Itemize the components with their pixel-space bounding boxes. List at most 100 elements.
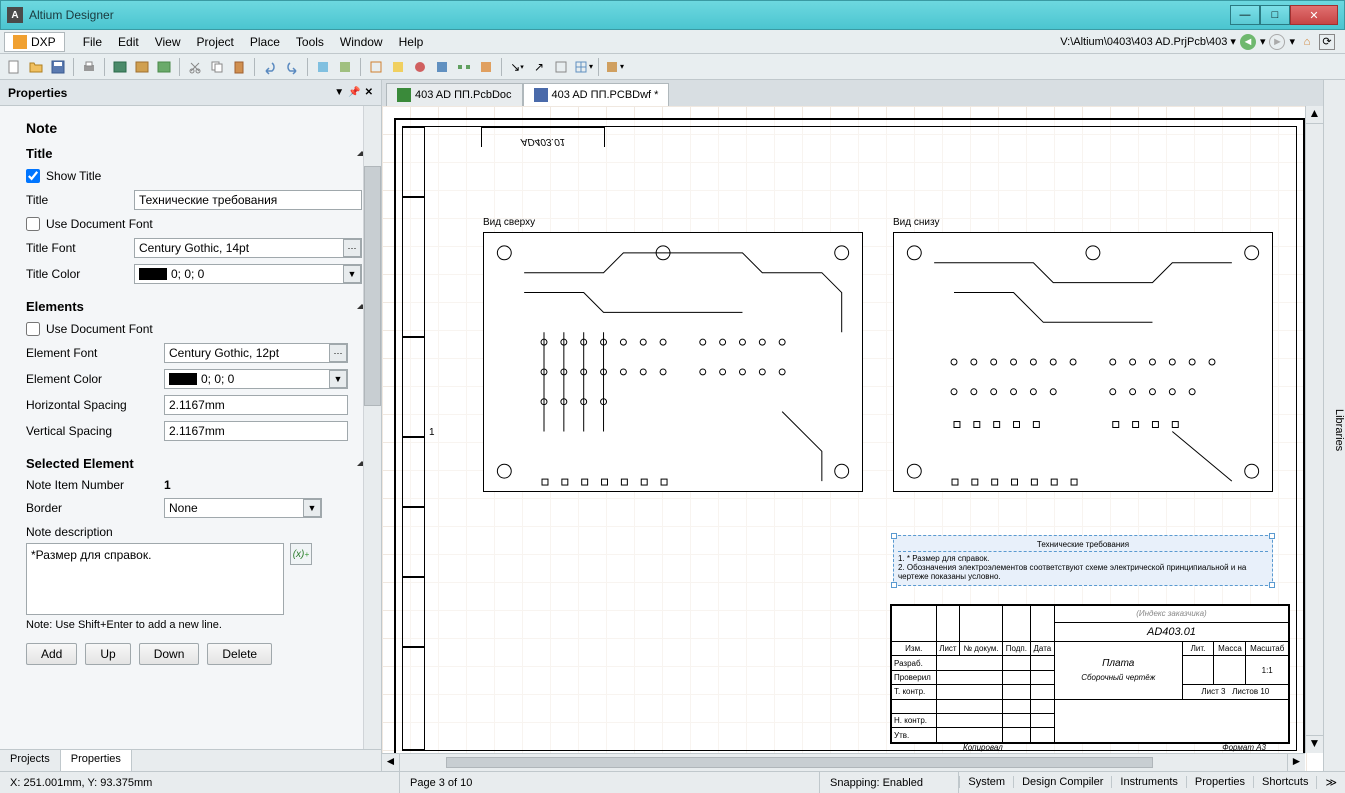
menu-view[interactable]: View bbox=[147, 31, 189, 53]
border-btn[interactable]: ▼ bbox=[303, 499, 321, 517]
hint-text: Note: Use Shift+Enter to add a new line. bbox=[26, 615, 367, 635]
cut-icon[interactable] bbox=[185, 57, 205, 77]
project-path[interactable]: V:\Altium\0403\403 AD.PrjPcb\403 ▾ bbox=[1060, 35, 1236, 48]
book2-icon[interactable] bbox=[132, 57, 152, 77]
element-color-btn[interactable]: ▼ bbox=[329, 370, 347, 388]
drawing-canvas[interactable]: AD403.01 1 Вид сверху bbox=[382, 106, 1323, 771]
nav-dropdown2[interactable]: ▾ bbox=[1289, 35, 1295, 48]
status-shortcuts[interactable]: Shortcuts bbox=[1253, 776, 1316, 788]
book3-icon[interactable] bbox=[154, 57, 174, 77]
vspacing-input[interactable] bbox=[164, 421, 348, 441]
group-title[interactable]: Title bbox=[26, 142, 367, 165]
fx-button[interactable]: (x)+ bbox=[290, 543, 312, 565]
horizontal-scrollbar[interactable]: ◄ ► bbox=[382, 753, 1305, 771]
menu-window[interactable]: Window bbox=[332, 31, 391, 53]
title-color-swatch bbox=[139, 268, 167, 280]
group-elements[interactable]: Elements bbox=[26, 295, 367, 318]
title-color-btn[interactable]: ▼ bbox=[343, 265, 361, 283]
undo-icon[interactable] bbox=[260, 57, 280, 77]
view-bottom-label: Вид снизу bbox=[893, 217, 939, 228]
title-font-btn[interactable]: ⋯ bbox=[343, 239, 361, 257]
refresh-icon[interactable]: ⟳ bbox=[1319, 34, 1335, 50]
close-button[interactable]: ✕ bbox=[1290, 5, 1338, 25]
nav-forward-icon[interactable]: ► bbox=[1269, 34, 1285, 50]
hspacing-label: Horizontal Spacing bbox=[26, 398, 156, 412]
menu-place[interactable]: Place bbox=[242, 31, 288, 53]
tool-g-icon[interactable] bbox=[454, 57, 474, 77]
vertical-scrollbar[interactable]: ▲ ▼ bbox=[1305, 106, 1323, 753]
nav-dropdown[interactable]: ▾ bbox=[1260, 35, 1266, 48]
border-value: None bbox=[169, 501, 198, 515]
hspacing-input[interactable] bbox=[164, 395, 348, 415]
tool-h-icon[interactable] bbox=[476, 57, 496, 77]
tb-index: (Индекс заказчика) bbox=[1054, 606, 1288, 623]
down-button[interactable]: Down bbox=[139, 643, 200, 665]
section-note: Note bbox=[26, 114, 367, 142]
show-title-checkbox[interactable] bbox=[26, 169, 40, 183]
panel-close-icon[interactable]: ✕ bbox=[365, 87, 373, 98]
menu-tools[interactable]: Tools bbox=[288, 31, 332, 53]
title-font-label: Title Font bbox=[26, 241, 126, 255]
panel-dropdown-icon[interactable]: ▼ bbox=[334, 87, 344, 98]
use-doc-font-checkbox[interactable] bbox=[26, 217, 40, 231]
doc-tab-pcbdoc[interactable]: 403 AD ПП.PcbDoc bbox=[386, 83, 523, 106]
tool-f-icon[interactable] bbox=[432, 57, 452, 77]
statusbar: X: 251.001mm, Y: 93.375mm Page 3 of 10 S… bbox=[0, 771, 1345, 793]
doc-tab-pcbdwf[interactable]: 403 AD ПП.PCBDwf * bbox=[523, 83, 670, 106]
tool-i-icon[interactable]: ↘▾ bbox=[507, 57, 527, 77]
book1-icon[interactable] bbox=[110, 57, 130, 77]
redo-icon[interactable] bbox=[282, 57, 302, 77]
status-system[interactable]: System bbox=[959, 776, 1013, 788]
tool-j-icon[interactable]: ↗ bbox=[529, 57, 549, 77]
tool-b-icon[interactable] bbox=[335, 57, 355, 77]
titleblock: (Индекс заказчика) AD403.01 Изм.Лист№ до… bbox=[890, 604, 1290, 744]
notes-selection[interactable]: Технические требования 1. * Размер для с… bbox=[893, 535, 1273, 586]
minimize-button[interactable]: — bbox=[1230, 5, 1260, 25]
copy-icon[interactable] bbox=[207, 57, 227, 77]
open-icon[interactable] bbox=[26, 57, 46, 77]
status-properties[interactable]: Properties bbox=[1186, 776, 1253, 788]
nav-back-icon[interactable]: ◄ bbox=[1240, 34, 1256, 50]
add-button[interactable]: Add bbox=[26, 643, 77, 665]
print-icon[interactable] bbox=[79, 57, 99, 77]
element-font-btn[interactable]: ⋯ bbox=[329, 344, 347, 362]
elem-use-doc-font-checkbox[interactable] bbox=[26, 322, 40, 336]
border-label: Border bbox=[26, 501, 156, 515]
document-tabs: 403 AD ПП.PcbDoc 403 AD ПП.PCBDwf * bbox=[382, 80, 1323, 106]
notes-title: Технические требования bbox=[898, 540, 1268, 551]
delete-button[interactable]: Delete bbox=[207, 643, 272, 665]
tool-d-icon[interactable] bbox=[388, 57, 408, 77]
home-icon[interactable]: ⌂ bbox=[1299, 34, 1315, 50]
tool-grid-icon[interactable]: ▾ bbox=[573, 57, 593, 77]
title-input[interactable] bbox=[134, 190, 362, 210]
status-instruments[interactable]: Instruments bbox=[1111, 776, 1185, 788]
menu-help[interactable]: Help bbox=[391, 31, 432, 53]
tool-k-icon[interactable] bbox=[551, 57, 571, 77]
tab-projects[interactable]: Projects bbox=[0, 750, 61, 771]
new-file-icon[interactable] bbox=[4, 57, 24, 77]
menubar: DXP File Edit View Project Place Tools W… bbox=[0, 30, 1345, 54]
pcb-bottom-view bbox=[893, 232, 1273, 492]
group-selected[interactable]: Selected Element bbox=[26, 452, 367, 475]
panel-scrollbar[interactable] bbox=[363, 106, 381, 749]
tool-e-icon[interactable] bbox=[410, 57, 430, 77]
menu-file[interactable]: File bbox=[75, 31, 110, 53]
menu-edit[interactable]: Edit bbox=[110, 31, 147, 53]
libraries-panel-tab[interactable]: Libraries bbox=[1323, 80, 1345, 771]
menu-project[interactable]: Project bbox=[189, 31, 242, 53]
properties-panel: Properties ▼ 📌 ✕ Note Title Show Title T… bbox=[0, 80, 382, 771]
panel-pin-icon[interactable]: 📌 bbox=[348, 87, 360, 98]
maximize-button[interactable]: □ bbox=[1260, 5, 1290, 25]
tool-m-icon[interactable]: ▾ bbox=[604, 57, 624, 77]
up-button[interactable]: Up bbox=[85, 643, 130, 665]
status-design-compiler[interactable]: Design Compiler bbox=[1013, 776, 1111, 788]
save-icon[interactable] bbox=[48, 57, 68, 77]
paste-icon[interactable] bbox=[229, 57, 249, 77]
tab-properties[interactable]: Properties bbox=[61, 750, 132, 771]
status-expand[interactable]: ≫ bbox=[1316, 776, 1345, 789]
item-num-value: 1 bbox=[164, 478, 171, 492]
dxp-button[interactable]: DXP bbox=[4, 32, 65, 52]
desc-textarea[interactable]: *Размер для справок. bbox=[26, 543, 284, 615]
tool-c-icon[interactable] bbox=[366, 57, 386, 77]
tool-a-icon[interactable] bbox=[313, 57, 333, 77]
